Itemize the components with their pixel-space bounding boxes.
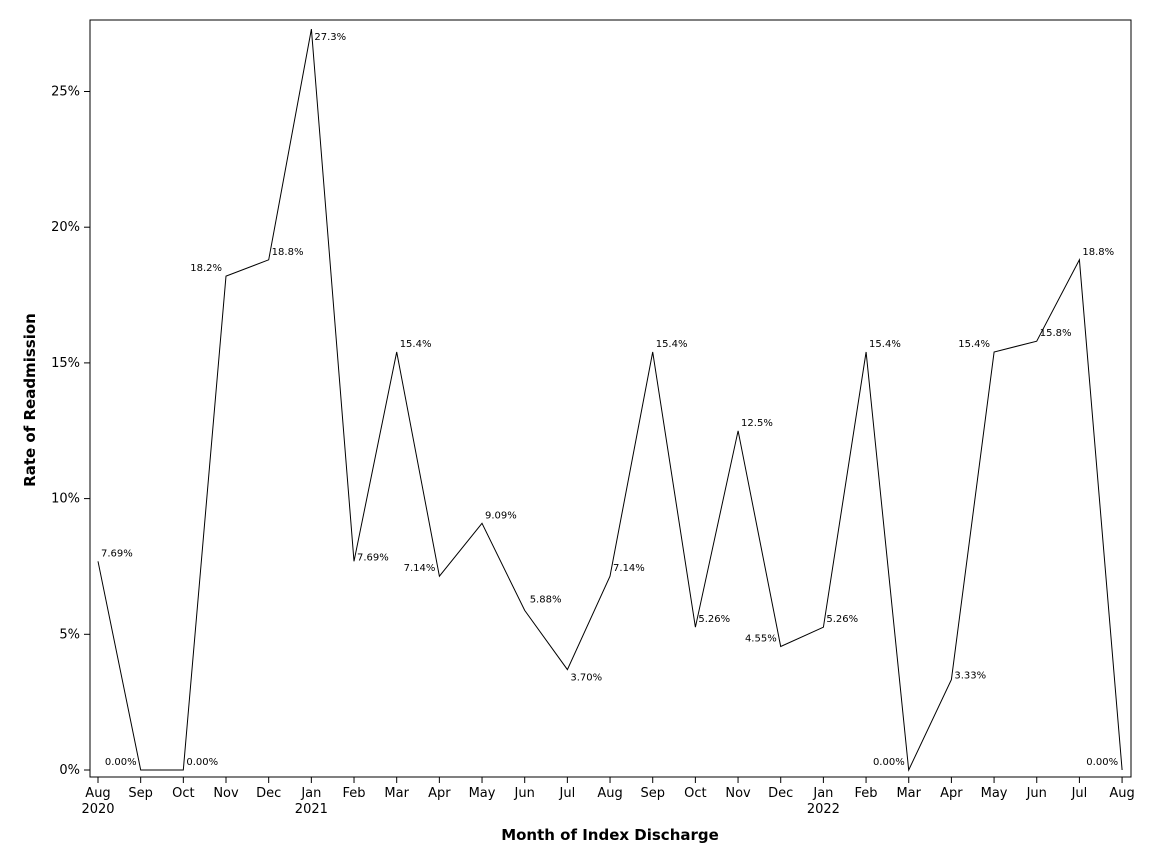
x-tick-label: Mar <box>896 786 921 801</box>
x-tick-label: Jan <box>300 786 321 801</box>
y-tick-label: 25% <box>51 85 80 100</box>
x-tick-label: Nov <box>213 786 239 801</box>
x-tick-label: Aug <box>85 786 110 801</box>
x-tick-label: May <box>469 786 496 801</box>
data-label: 15.4% <box>958 339 990 350</box>
x-tick-label: Nov <box>725 786 751 801</box>
x-tick-label: Feb <box>343 786 366 801</box>
data-label: 18.2% <box>190 263 222 274</box>
x-tick-label: Oct <box>172 786 194 801</box>
data-label: 9.09% <box>485 510 517 521</box>
x-tick-label: Sep <box>640 786 665 801</box>
y-axis: 0% 5% 10% 15% 20% 25% <box>51 85 90 778</box>
x-tick-label: Jun <box>1026 786 1047 801</box>
data-label: 4.55% <box>745 634 777 645</box>
y-axis-title: Rate of Readmission <box>21 313 39 487</box>
x-tick-label: Oct <box>684 786 706 801</box>
data-label: 0.00% <box>873 757 905 768</box>
data-label: 7.14% <box>613 563 645 574</box>
x-tick-label: Dec <box>256 786 281 801</box>
y-tick-label: 15% <box>51 356 80 371</box>
data-label-layer: 7.69% 0.00% 0.00% 18.2% 18.8% 27.3% 7.69% 15.4%… <box>101 32 1118 768</box>
x-tick-year-label: 2020 <box>81 802 114 817</box>
data-label: 3.70% <box>570 673 602 684</box>
data-label: 27.3% <box>314 32 346 43</box>
series-line <box>97 29 1123 772</box>
data-label: 15.4% <box>400 339 432 350</box>
x-tick-year-label: 2021 <box>295 802 328 817</box>
x-tick-label: Apr <box>940 786 963 801</box>
y-tick-label: 5% <box>59 627 80 642</box>
data-label: 7.14% <box>404 563 436 574</box>
data-label: 15.4% <box>656 339 688 350</box>
x-tick-label: Feb <box>855 786 878 801</box>
x-axis-title: Month of Index Discharge <box>501 826 719 844</box>
y-tick-label: 20% <box>51 220 80 235</box>
data-label: 3.33% <box>954 671 986 682</box>
x-tick-label: Jul <box>1071 786 1088 801</box>
series-layer <box>97 29 1123 772</box>
data-label: 7.69% <box>101 548 133 559</box>
x-tick-label: Aug <box>597 786 622 801</box>
plot-frame <box>89 19 1132 778</box>
x-tick-label: Aug <box>1109 786 1134 801</box>
data-label: 5.26% <box>826 614 858 625</box>
data-label: 5.88% <box>530 594 562 605</box>
data-label: 7.69% <box>357 552 389 563</box>
data-label: 5.26% <box>698 614 730 625</box>
data-label: 18.8% <box>272 247 304 258</box>
x-tick-year-label: 2022 <box>807 802 840 817</box>
x-tick-label: Jul <box>559 786 576 801</box>
data-label: 15.4% <box>869 339 901 350</box>
x-tick-label: Mar <box>384 786 409 801</box>
data-label: 18.8% <box>1082 247 1114 258</box>
data-label: 0.00% <box>1086 757 1118 768</box>
y-tick-label: 10% <box>51 492 80 507</box>
x-tick-label: Jan <box>812 786 833 801</box>
y-tick-label: 0% <box>59 763 80 778</box>
x-tick-label: Jun <box>514 786 535 801</box>
x-tick-label: Apr <box>428 786 451 801</box>
data-label: 0.00% <box>186 757 218 768</box>
data-label: 0.00% <box>105 757 137 768</box>
x-tick-label: Sep <box>128 786 153 801</box>
x-tick-label: Dec <box>768 786 793 801</box>
data-label: 15.8% <box>1040 328 1072 339</box>
x-tick-label: May <box>981 786 1008 801</box>
data-label: 12.5% <box>741 418 773 429</box>
